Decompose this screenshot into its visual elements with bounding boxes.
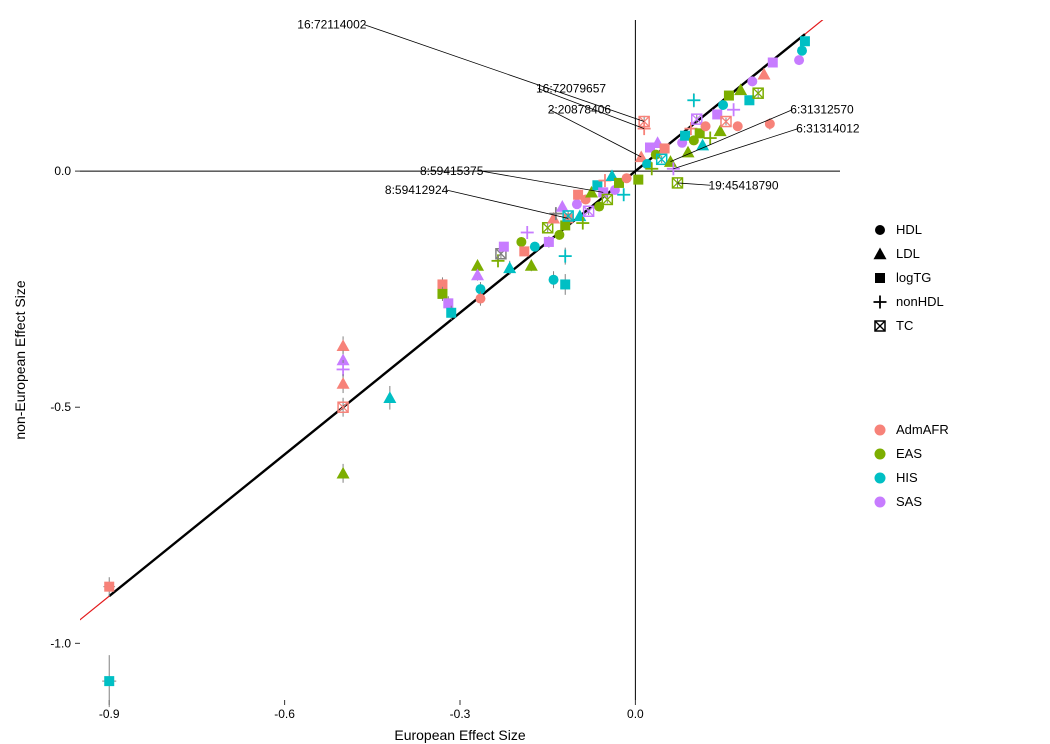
effect-size-scatter-chart: -0.9 -0.6 -0.3 0.0 -1.0 -0.5 0.0 European Effec… [0,0,1050,744]
legend-item-label: EAS [896,446,922,461]
point-annotation: 16:72114002 [297,18,367,32]
point-annotation: 6:31312570 [790,103,854,117]
legend-item-label: HIS [896,470,918,485]
y-tick-label: 0.0 [54,164,71,178]
point-annotation: 2:20878406 [548,103,612,117]
x-tick-label: -0.6 [274,707,295,721]
x-tick-label: -0.9 [99,707,120,721]
legend-item-label: HDL [896,222,922,237]
legend-item-label: AdmAFR [896,422,949,437]
x-tick-label: 0.0 [627,707,644,721]
x-axis-title: European Effect Size [394,727,525,743]
point-annotation: 16:72079657 [536,81,606,95]
point-annotation: 8:59412924 [385,183,449,197]
legend-item-label: TC [896,318,913,333]
point-annotation: 6:31314012 [796,122,860,136]
legend-item-label: SAS [896,494,922,509]
legend-item-label: nonHDL [896,294,944,309]
legend-item-label: LDL [896,246,920,261]
y-tick-label: -0.5 [50,400,71,414]
legend-item-label: logTG [896,270,931,285]
y-axis-title: non-European Effect Size [12,280,28,440]
point-annotation: 8:59415375 [420,164,484,178]
y-tick-label: -1.0 [50,636,71,650]
x-tick-label: -0.3 [450,707,471,721]
point-annotation: 19:45418790 [708,178,778,192]
